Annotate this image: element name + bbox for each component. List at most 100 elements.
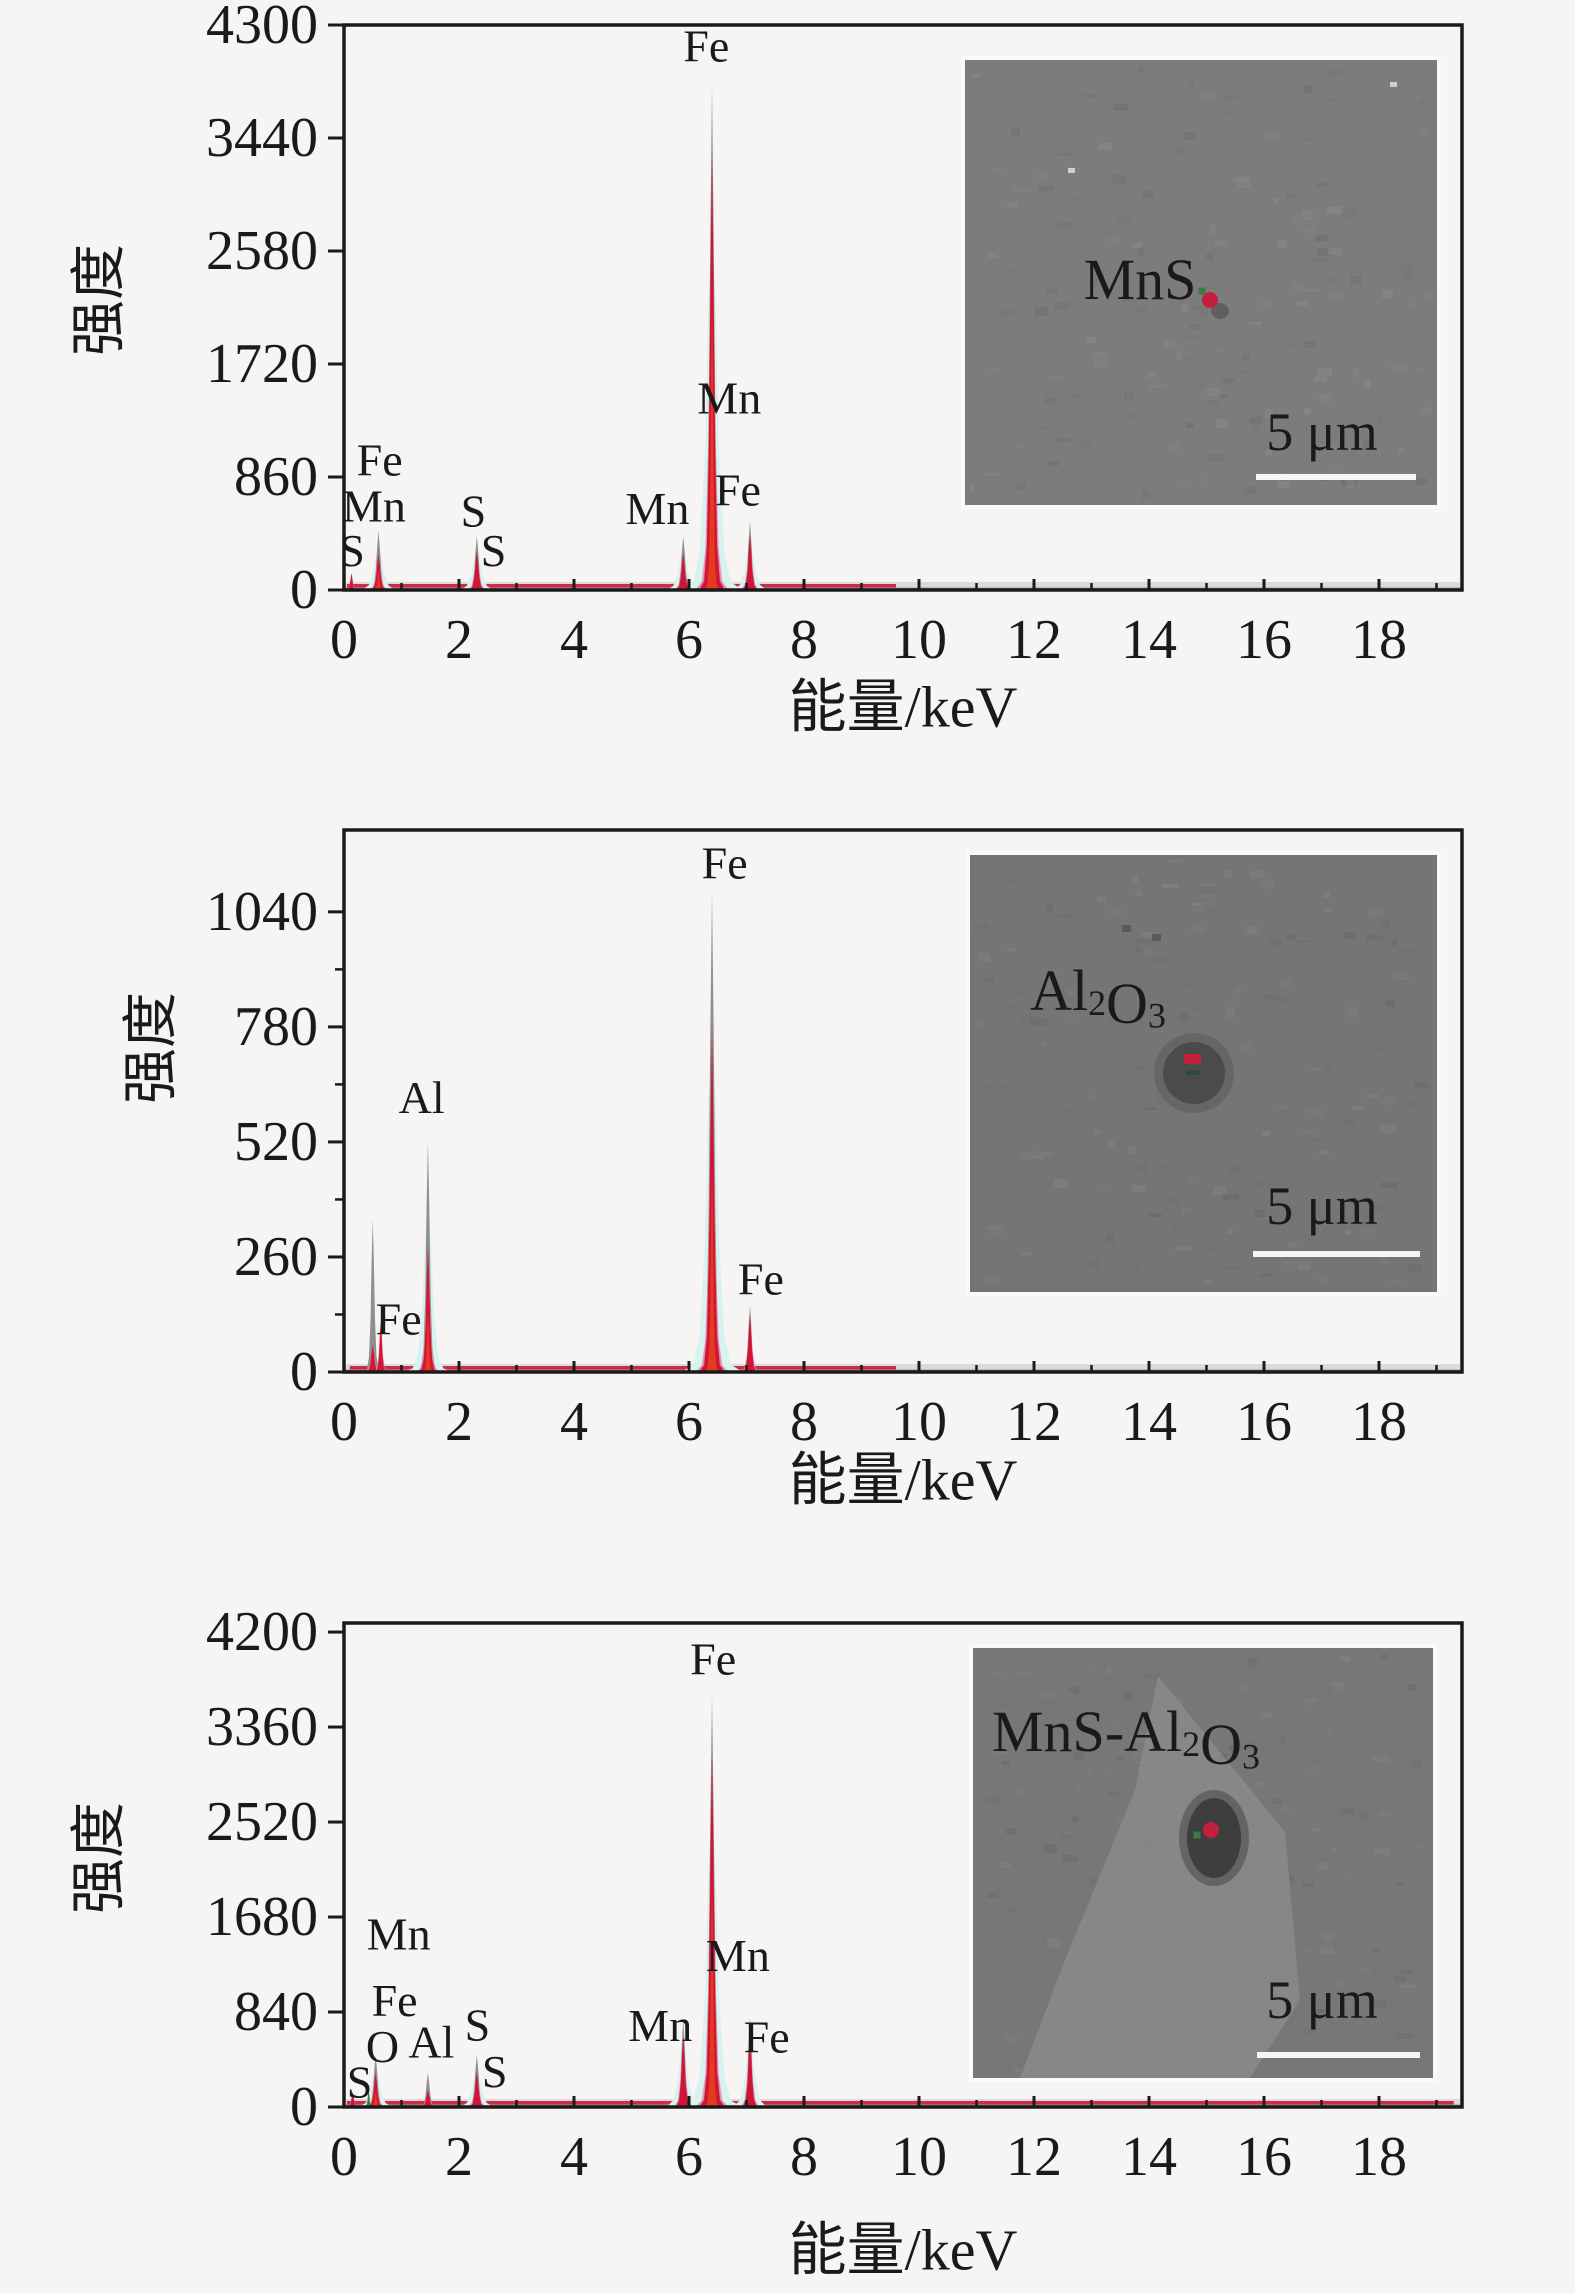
inset-noise-speck <box>1142 491 1149 499</box>
peak-fill-red <box>740 1315 760 1372</box>
inset-noise-speck <box>1081 441 1090 450</box>
peak-fe <box>695 891 729 1372</box>
inset-noise-speck <box>1228 1165 1241 1173</box>
y-tick-label: 840 <box>234 1981 318 2043</box>
inset-noise-speck <box>1069 1687 1079 1693</box>
y-tick-label: 0 <box>290 559 318 621</box>
inset-noise-speck <box>1136 306 1148 313</box>
inset-noise-speck <box>1383 1097 1393 1105</box>
inset-noise-speck <box>988 1226 1002 1229</box>
inset-noise-speck <box>1008 1909 1016 1913</box>
inset-noise-speck <box>1227 1014 1235 1018</box>
inset-noise-speck <box>1040 1692 1056 1698</box>
x-tick-label: 14 <box>1121 609 1177 671</box>
y-tick-label: 4200 <box>206 1601 318 1663</box>
inset-noise-speck <box>975 925 989 929</box>
inset-noise-speck <box>1317 182 1329 187</box>
inset-noise-speck <box>1156 1097 1163 1105</box>
inset-noise-speck <box>1014 1672 1031 1676</box>
inset-noise-speck <box>1113 104 1128 111</box>
inset-noise-speck <box>1131 243 1142 248</box>
inset-noise-speck <box>1260 1273 1273 1277</box>
inset-noise-speck <box>1416 478 1427 485</box>
y-tick-label: 520 <box>234 1111 318 1173</box>
inset-noise-speck <box>1223 1194 1239 1200</box>
inset-noise-speck <box>1195 906 1206 911</box>
peak-core <box>372 572 385 590</box>
inset-noise-speck <box>983 473 999 476</box>
inset-noise-speck <box>1041 1042 1046 1045</box>
inset-noise-speck <box>1175 1246 1191 1251</box>
inset-noise-speck <box>1038 186 1054 191</box>
inset-noise-speck <box>1242 355 1250 361</box>
inset-noise-speck <box>1207 1247 1219 1252</box>
inset-noise-speck <box>1172 1222 1177 1230</box>
inset-noise-speck <box>1207 454 1223 462</box>
inset-bright-speck <box>1068 168 1075 173</box>
inset-noise-speck <box>1327 99 1333 102</box>
inset-noise-speck <box>1288 1243 1297 1248</box>
inset-noise-speck <box>1303 137 1317 141</box>
inset-noise-speck <box>1250 871 1265 877</box>
inset-noise-speck <box>1202 94 1215 99</box>
inset-noise-speck <box>1369 1205 1384 1213</box>
inset-scale-text: 5 μm <box>1266 1176 1377 1236</box>
y-tick-label: 3440 <box>206 107 318 169</box>
y-axis-label: 强度 <box>69 244 131 356</box>
inset-noise-speck <box>1245 927 1259 935</box>
y-axis-label: 强度 <box>69 1802 131 1914</box>
inset-noise-speck <box>1030 1018 1047 1026</box>
peak-trace-gray <box>363 1219 383 1372</box>
inset-noise-speck <box>1123 1691 1133 1699</box>
y-tick-label: 260 <box>234 1226 318 1288</box>
inset-noise-speck <box>1256 1782 1263 1787</box>
inset-noise-speck <box>1008 1004 1014 1009</box>
peak-fe <box>736 2017 764 2107</box>
inset-noise-speck <box>1091 1260 1098 1268</box>
peak-label-al: Al <box>399 1072 445 1123</box>
inset-inclusion-label-part: 3 <box>1242 1737 1260 1777</box>
peak-fe <box>695 1695 729 2107</box>
analysis-point-red-marker <box>1202 292 1218 308</box>
inset-noise-speck <box>1347 1011 1358 1017</box>
inset-noise-speck <box>1189 1177 1194 1181</box>
inset-noise-speck <box>1069 1015 1079 1018</box>
inset-noise-speck <box>1278 1105 1288 1109</box>
inset-noise-speck <box>1419 99 1425 105</box>
inset-noise-speck <box>1203 1280 1213 1284</box>
inset-noise-speck <box>1006 1828 1016 1835</box>
inset-noise-speck <box>1319 1150 1329 1155</box>
inset-noise-speck <box>1227 1229 1233 1234</box>
inset-sem-image: MnS-Al2O3 5 μm <box>969 1644 1437 2082</box>
inset-noise-speck <box>1013 992 1027 997</box>
inset-inclusion-label-part: O <box>1106 970 1148 1035</box>
inset-noise-speck <box>1343 1119 1355 1125</box>
baseline-red-band <box>346 584 896 590</box>
inset-inclusion-label-part: 3 <box>1148 996 1166 1036</box>
inset-noise-speck <box>1135 1761 1144 1764</box>
inset-noise-speck <box>1201 307 1208 316</box>
inset-noise-speck <box>1000 1709 1009 1715</box>
inset-noise-speck <box>1282 1806 1292 1812</box>
inset-noise-speck <box>1296 940 1309 943</box>
inset-noise-speck <box>1308 1109 1322 1116</box>
inset-noise-speck <box>1391 939 1398 947</box>
baseline-noise-band <box>346 1364 1460 1372</box>
peak-s <box>463 536 491 590</box>
inset-noise-speck <box>1181 479 1186 482</box>
inset-noise-speck <box>1207 388 1219 396</box>
inset-noise-speck <box>1107 909 1123 917</box>
inset-noise-speck <box>1152 957 1167 964</box>
inset-noise-speck <box>1135 1066 1144 1070</box>
inset-noise-speck <box>1087 337 1096 343</box>
inset-noise-speck <box>1088 1767 1093 1774</box>
inset-noise-speck <box>1313 1139 1324 1142</box>
inset-noise-speck <box>1060 1835 1074 1839</box>
inset-noise-speck <box>1064 164 1071 168</box>
inset-noise-speck <box>1277 240 1286 248</box>
inset-noise-speck <box>1176 351 1188 355</box>
inset-noise-speck <box>1142 932 1153 937</box>
inset-noise-speck <box>1115 1815 1125 1823</box>
inset-noise-speck <box>1340 1808 1355 1815</box>
peak-label-s: S <box>465 2000 491 2051</box>
